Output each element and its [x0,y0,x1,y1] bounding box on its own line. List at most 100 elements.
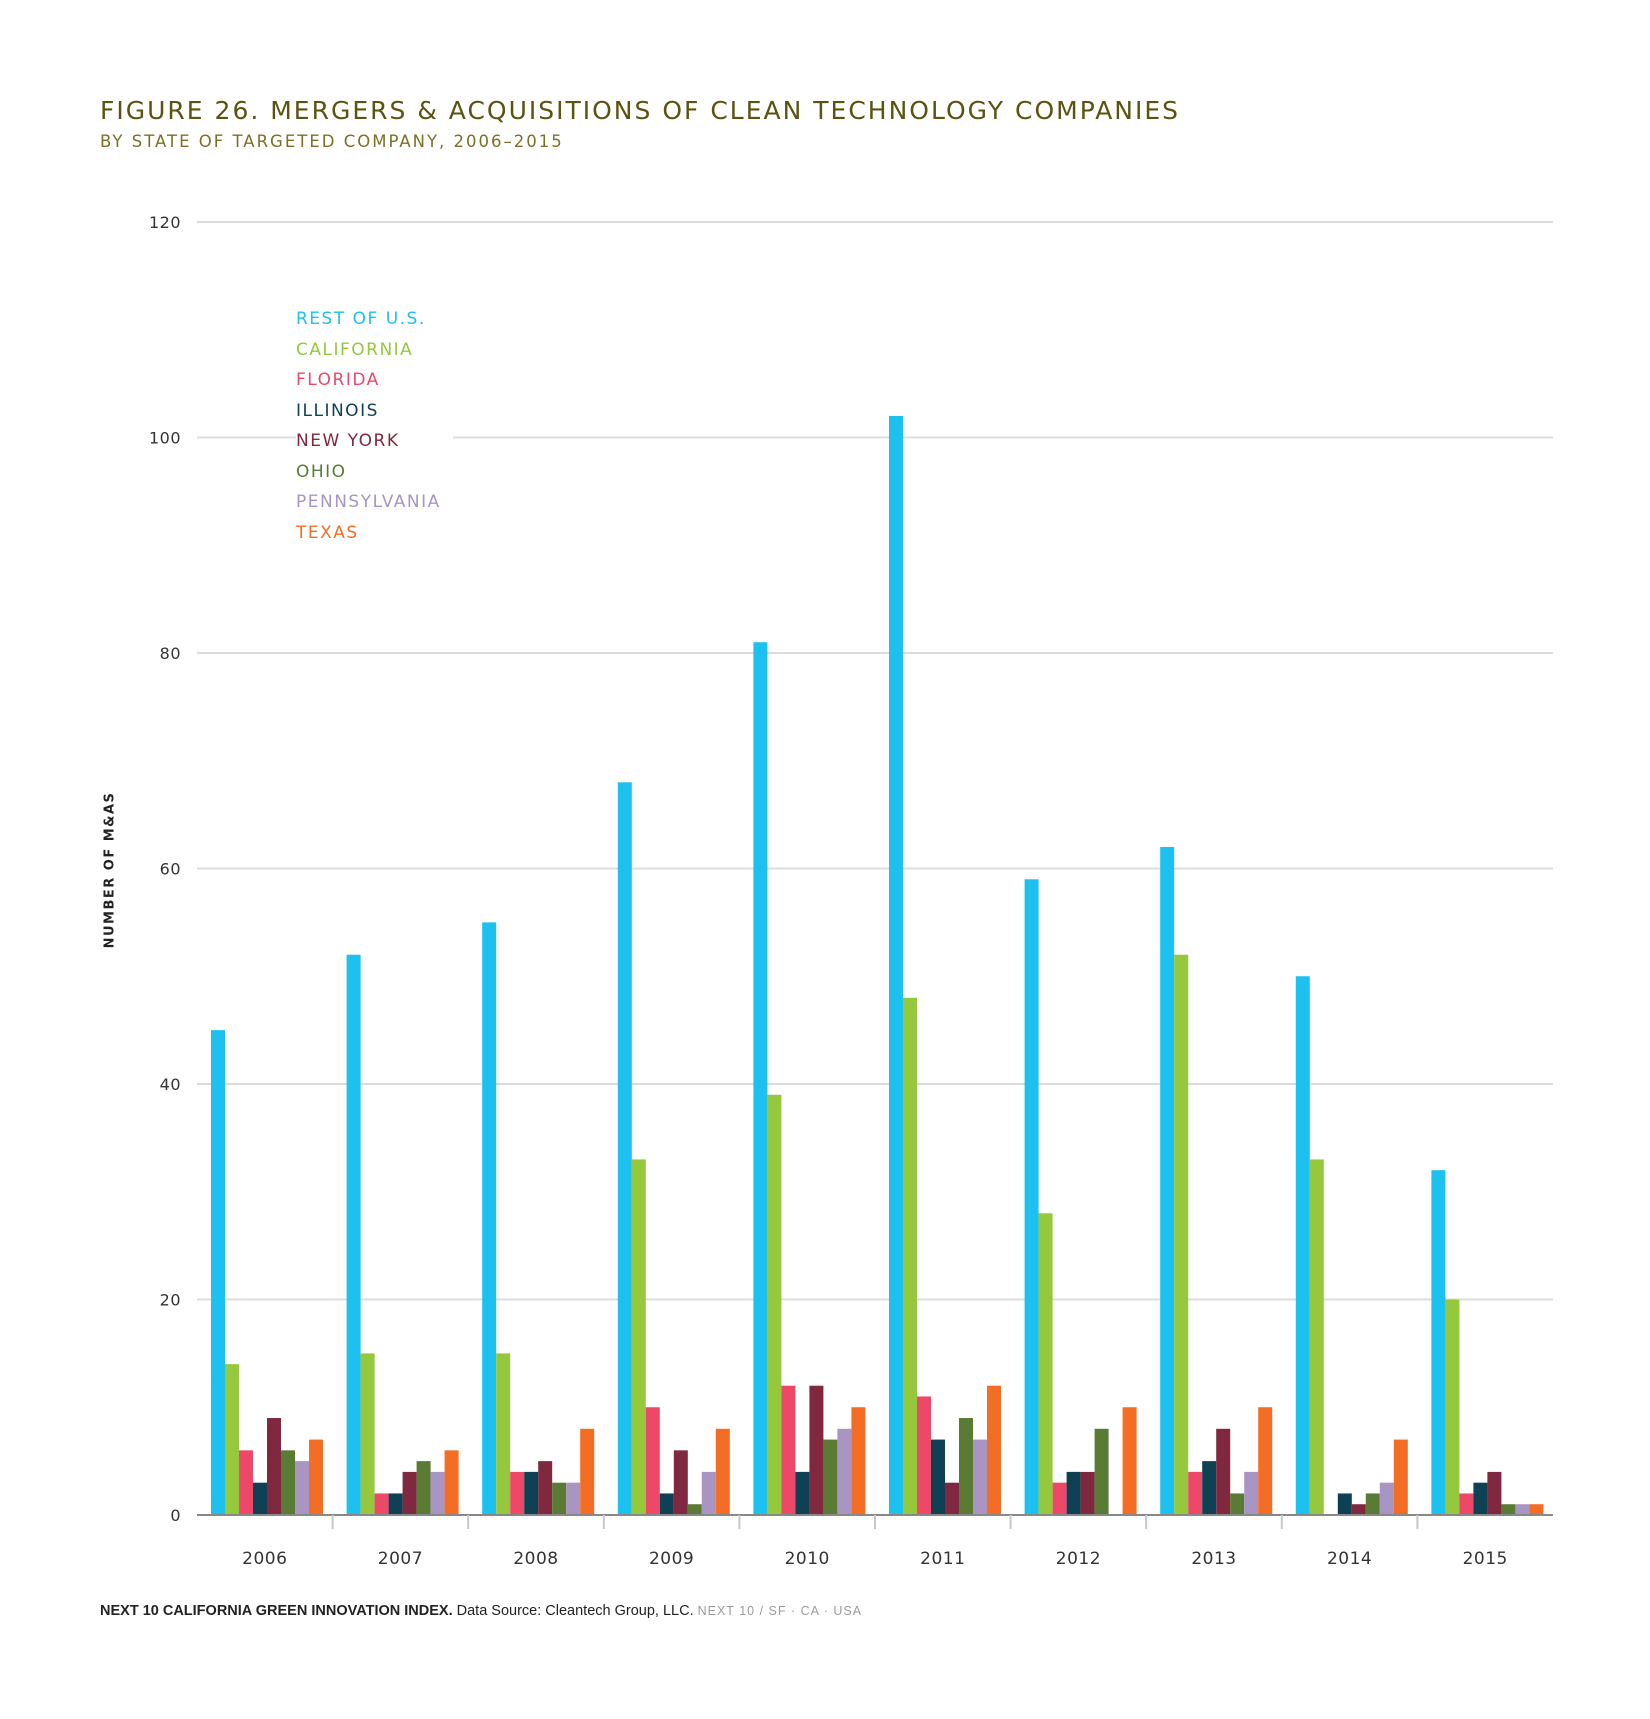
bar [645,1407,660,1515]
footer-publication: NEXT 10 CALIFORNIA GREEN INNOVATION INDE… [100,1603,453,1619]
x-tick-label: 2013 [1191,1549,1236,1569]
bar [1393,1439,1408,1515]
bar [510,1471,525,1515]
bar [917,1396,931,1515]
x-tick-label: 2008 [513,1549,558,1569]
bar [837,1428,852,1515]
legend-item: NEW YORK [296,426,453,457]
bar [1160,846,1175,1515]
footer-brand: NEXT 10 / SF · CA · USA [697,1604,863,1618]
chart-title: FIGURE 26. MERGERS & ACQUISITIONS OF CLE… [100,96,1181,125]
bar [1122,1407,1137,1515]
legend-item: ILLINOIS [296,395,453,426]
bar [959,1418,973,1515]
bar [987,1385,1001,1515]
bar [631,1159,646,1515]
bar [444,1450,459,1515]
legend-item: TEXAS [296,517,453,548]
bar [945,1482,959,1515]
bar [1515,1504,1530,1515]
legend-item: REST OF U.S. [296,304,453,335]
bar [1337,1493,1352,1515]
bar [715,1428,730,1515]
x-tick-label: 2010 [785,1549,830,1569]
bar [388,1493,403,1515]
bar [1094,1428,1109,1515]
bar [931,1439,945,1515]
bar [1309,1159,1324,1515]
x-tick-labels: 2006 2007 2008 2009 2010 2011 2012 2013 2014 2015 [242,1549,1507,1569]
legend: REST OF U.S. CALIFORNIA FLORIDA ILLINOIS NEW… [296,304,453,548]
bar [360,1353,375,1515]
bar [552,1482,567,1515]
bar [1038,1213,1053,1515]
bar [1230,1493,1245,1515]
bar [496,1353,511,1515]
x-tick-label: 2006 [242,1549,287,1569]
bar [781,1385,796,1515]
bar [239,1450,253,1515]
bar [1431,1170,1446,1515]
y-tick-label: 80 [160,644,181,663]
y-tick-label: 20 [160,1291,181,1310]
bar [1295,976,1310,1515]
bar [281,1450,295,1515]
bar [673,1450,688,1515]
bar [1459,1493,1474,1515]
bar [823,1439,838,1515]
bar [1473,1482,1488,1515]
y-tick-label: 0 [170,1506,181,1525]
bar [1445,1299,1460,1515]
bar [566,1482,581,1515]
footer-source: Data Source: Cleantech Group, LLC. [452,1603,694,1619]
bar [402,1471,417,1515]
legend-item: CALIFORNIA [296,334,453,365]
x-axis [197,1514,1553,1529]
legend-item: OHIO [296,456,453,487]
y-tick-label: 100 [149,429,181,448]
bar [1487,1471,1502,1515]
bars [211,415,1544,1516]
bar [1351,1504,1366,1515]
bar [295,1461,309,1515]
x-tick-label: 2011 [920,1549,965,1569]
x-tick-label: 2012 [1056,1549,1101,1569]
bar [524,1471,539,1515]
bar [580,1428,595,1515]
bar [767,1094,782,1515]
chart-subtitle: BY STATE OF TARGETED COMPANY, 2006–2015 [100,132,564,151]
bar [889,415,903,1516]
bar [795,1471,810,1515]
y-tick-label: 40 [160,1075,181,1094]
bar [1188,1471,1203,1515]
bar [1202,1461,1217,1515]
bar [482,922,497,1515]
bar [1052,1482,1067,1515]
bar [1024,879,1039,1515]
bar [1258,1407,1273,1515]
bar [1379,1482,1394,1515]
bar [973,1439,987,1515]
bar [1080,1471,1095,1515]
bar [809,1385,824,1515]
y-tick-label: 120 [149,213,181,232]
bar [267,1418,281,1515]
bar [701,1471,716,1515]
bar [1174,954,1189,1515]
bar [211,1030,225,1515]
bar [1216,1428,1231,1515]
bar [253,1482,267,1515]
y-tick-label: 60 [160,860,181,879]
bar [687,1504,702,1515]
bar [1244,1471,1259,1515]
bar [416,1461,431,1515]
legend-item: FLORIDA [296,365,453,396]
bar [346,954,361,1515]
bar [538,1461,553,1515]
footer: NEXT 10 CALIFORNIA GREEN INNOVATION INDE… [100,1603,862,1619]
x-tick-label: 2009 [649,1549,694,1569]
x-tick-label: 2007 [378,1549,423,1569]
bar [374,1493,389,1515]
bar [1501,1504,1516,1515]
